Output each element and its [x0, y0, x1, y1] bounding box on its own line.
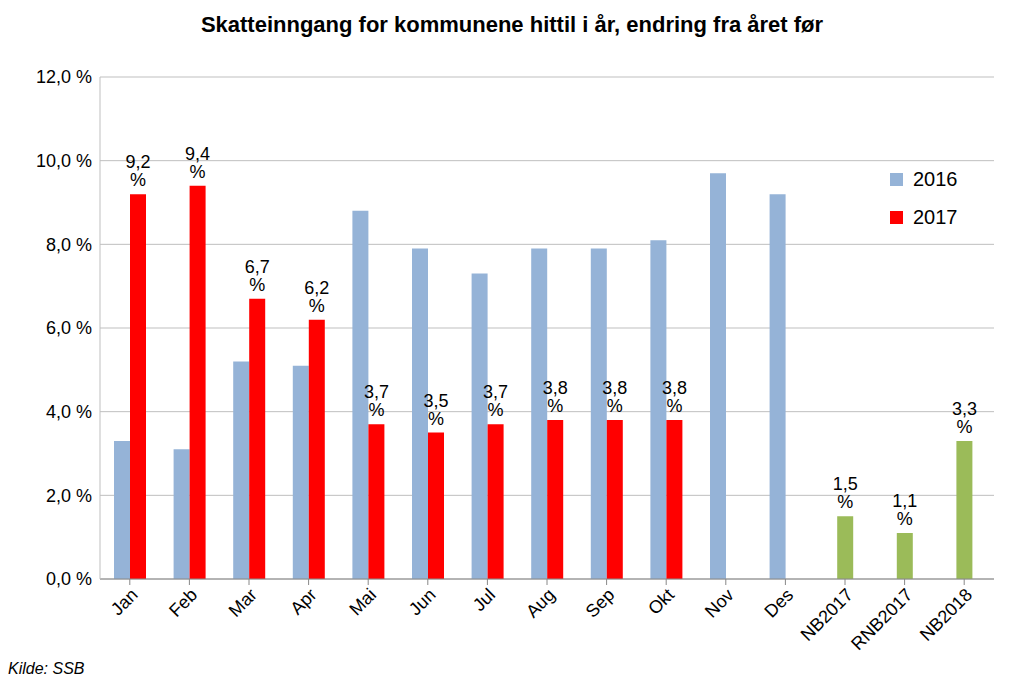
svg-text:0,0 %: 0,0 %: [46, 569, 92, 589]
svg-text:10,0 %: 10,0 %: [36, 151, 92, 171]
svg-text:3,7%: 3,7%: [364, 382, 389, 420]
svg-text:8,0 %: 8,0 %: [46, 235, 92, 255]
svg-text:3,8%: 3,8%: [602, 378, 627, 416]
svg-text:6,0 %: 6,0 %: [46, 318, 92, 338]
svg-text:3,8%: 3,8%: [662, 378, 687, 416]
svg-text:Des: Des: [760, 585, 797, 622]
svg-text:Jul: Jul: [469, 585, 499, 615]
svg-text:NB2018: NB2018: [916, 585, 976, 645]
html-text:Kilde: SSB: Kilde: SSB: [8, 660, 85, 677]
svg-text:6,2%: 6,2%: [304, 278, 329, 316]
svg-text:Aug: Aug: [522, 585, 559, 622]
svg-text:3,3%: 3,3%: [952, 399, 977, 437]
svg-text:RNB2017: RNB2017: [847, 585, 916, 654]
svg-text:Apr: Apr: [287, 585, 321, 619]
svg-text:Okt: Okt: [644, 585, 678, 619]
svg-text:Feb: Feb: [165, 585, 201, 621]
html-text:2017: 2017: [913, 205, 958, 228]
svg-text:6,7%: 6,7%: [245, 257, 270, 295]
html-text:2016: 2016: [913, 167, 958, 190]
svg-text:Sep: Sep: [582, 585, 619, 622]
svg-text:9,4%: 9,4%: [185, 144, 210, 182]
svg-text:2,0 %: 2,0 %: [46, 486, 92, 506]
svg-text:12,0 %: 12,0 %: [36, 67, 92, 87]
svg-text:9,2%: 9,2%: [125, 152, 150, 190]
svg-text:4,0 %: 4,0 %: [46, 402, 92, 422]
svg-text:Mar: Mar: [225, 585, 261, 621]
svg-text:3,5%: 3,5%: [423, 391, 448, 429]
svg-text:NB2017: NB2017: [797, 585, 857, 645]
svg-text:3,7%: 3,7%: [483, 382, 508, 420]
svg-text:Nov: Nov: [701, 585, 738, 622]
svg-text:1,1%: 1,1%: [892, 491, 917, 529]
svg-text:3,8%: 3,8%: [543, 378, 568, 416]
html-text:Skatteinngang for kommunene hi: Skatteinngang for kommunene hittil i år,…: [200, 12, 824, 37]
svg-text:Jan: Jan: [107, 585, 142, 620]
svg-text:Jun: Jun: [405, 585, 440, 620]
svg-text:Mai: Mai: [345, 585, 380, 620]
svg-text:1,5%: 1,5%: [833, 474, 858, 512]
